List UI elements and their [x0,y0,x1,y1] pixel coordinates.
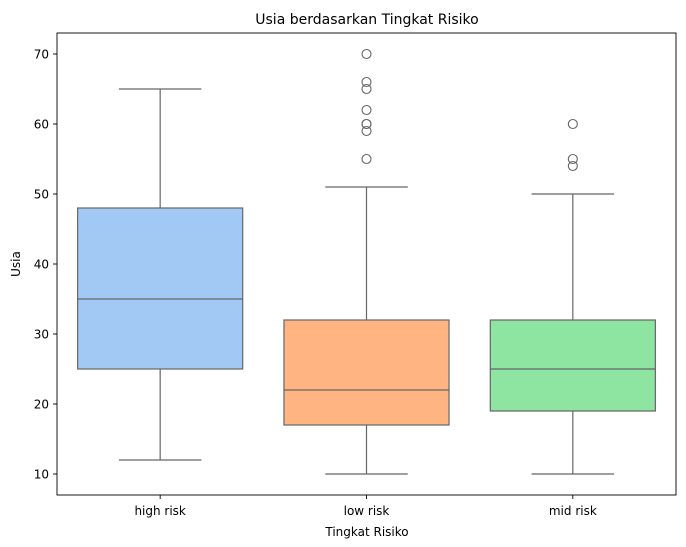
y-tick-label: 10 [34,468,49,482]
box-high-risk [78,208,243,369]
chart-title: Usia berdasarkan Tingkat Risiko [255,12,478,28]
x-axis-label: Tingkat Risiko [324,525,408,539]
y-tick-label: 50 [34,188,49,202]
y-tick-label: 40 [34,258,49,272]
y-tick-label: 30 [34,328,49,342]
y-axis-label: Usia [9,251,23,277]
x-tick-label: mid risk [549,504,597,518]
box-mid-risk [490,320,655,411]
y-tick-label: 60 [34,118,49,132]
x-tick-label: low risk [344,504,390,518]
y-tick-label: 20 [34,398,49,412]
y-tick-label: 70 [34,48,49,62]
x-tick-label: high risk [134,504,185,518]
box-low-risk [284,320,449,425]
